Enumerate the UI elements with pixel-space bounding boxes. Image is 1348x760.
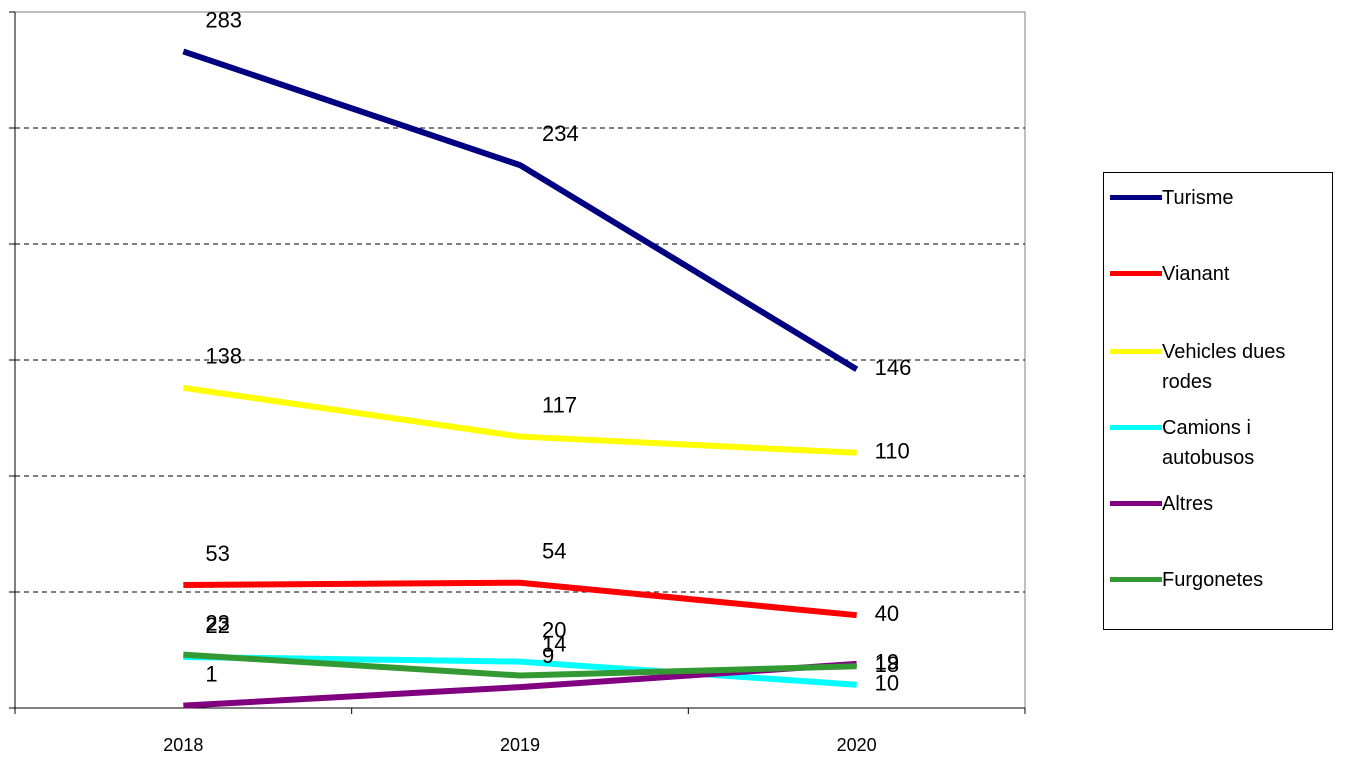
legend-label: Furgonetes — [1162, 569, 1264, 591]
legend-swatch — [1110, 349, 1162, 354]
data-label: 53 — [205, 541, 229, 566]
legend: Turisme Vianant Vehicles dues rodes Camions… — [1103, 172, 1333, 630]
data-label: 283 — [205, 7, 242, 32]
data-label: 234 — [542, 121, 579, 146]
legend-label: Altres — [1162, 493, 1214, 515]
x-tick-label: 2020 — [837, 735, 877, 755]
legend-swatch — [1110, 425, 1162, 430]
legend-item: Vianant — [1110, 259, 1322, 289]
legend-item: Altres — [1110, 489, 1322, 519]
data-label: 110 — [875, 439, 910, 464]
legend-swatch — [1110, 577, 1162, 582]
series-line — [182, 48, 859, 372]
legend-label: Vianant — [1162, 263, 1230, 285]
data-label: 20 — [542, 617, 566, 642]
legend-item: Camions i autobusos — [1110, 413, 1322, 473]
data-label: 40 — [875, 601, 899, 626]
legend-swatch — [1110, 195, 1162, 200]
legend-swatch — [1110, 271, 1162, 276]
data-label: 22 — [205, 613, 229, 638]
data-label: 19 — [875, 650, 899, 675]
data-label: 117 — [542, 392, 577, 417]
series-line — [183, 579, 857, 619]
data-label: 18 — [875, 652, 899, 677]
series-line — [183, 653, 857, 688]
data-label: 23 — [205, 610, 229, 635]
legend-label: Camions i autobusos — [1162, 417, 1255, 469]
legend-item: Turisme — [1110, 183, 1322, 213]
series-line — [182, 384, 857, 456]
data-label: 146 — [875, 355, 912, 380]
legend-item: Vehicles dues rodes — [1110, 337, 1322, 397]
legend-label: Vehicles dues rodes — [1162, 341, 1286, 393]
legend-item: Furgonetes — [1110, 565, 1322, 595]
series-line — [183, 651, 857, 679]
data-label: 138 — [205, 344, 242, 369]
data-label: 1 — [205, 661, 217, 686]
legend-label: Turisme — [1162, 187, 1234, 209]
data-label: 10 — [875, 671, 899, 696]
data-label: 9 — [542, 643, 554, 668]
legend-swatch — [1110, 501, 1162, 506]
data-label: 14 — [542, 631, 566, 656]
x-tick-label: 2018 — [163, 735, 203, 755]
x-tick-label: 2019 — [500, 735, 540, 755]
data-label: 54 — [542, 539, 566, 564]
